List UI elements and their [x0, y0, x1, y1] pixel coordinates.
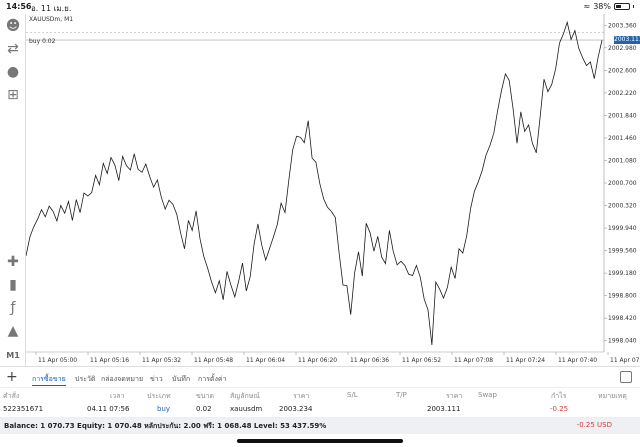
- crosshair-icon[interactable]: ✚: [7, 254, 19, 270]
- current-price-tag: 2003.111: [614, 36, 640, 45]
- col-header-sl: S/L: [347, 391, 358, 399]
- time-tick-label: 11 Apr 07:08: [454, 357, 493, 364]
- time-tick-label: 11 Apr 07:24: [506, 357, 545, 364]
- col-header-type: ประเภท: [147, 392, 171, 400]
- tab-trade[interactable]: การซื้อขาย: [32, 374, 66, 386]
- tab-news[interactable]: ข่าว: [150, 375, 163, 383]
- total-profit: -0.25 USD: [576, 421, 612, 429]
- left-toolbar: ☻ ⇄ ● ⊞ ✚ ▮ ƒ ▲ M1: [0, 14, 26, 366]
- timeframe-button[interactable]: M1: [6, 351, 20, 360]
- price-tick-label: 1999.180: [608, 270, 637, 277]
- price-tick-label: 2002.220: [608, 90, 637, 97]
- time-tick-label: 11 Apr 07:56: [610, 357, 640, 364]
- candlestick-icon[interactable]: ▮: [9, 277, 17, 293]
- row-symbol: xauusdm: [230, 405, 263, 413]
- time-tick-label: 11 Apr 05:16: [90, 357, 129, 364]
- new-order-button[interactable]: +: [6, 369, 18, 385]
- row-open-price: 2003.234: [279, 405, 313, 413]
- chat-icon[interactable]: ●: [6, 64, 20, 80]
- price-tick-label: 2003.360: [608, 22, 637, 29]
- col-header-symbol: สัญลักษณ์: [230, 392, 260, 400]
- price-tick-label: 2001.840: [608, 112, 637, 119]
- time-tick-label: 11 Apr 05:32: [142, 357, 181, 364]
- price-series-line: [26, 20, 603, 345]
- time-tick-label: 11 Apr 06:52: [402, 357, 441, 364]
- row-current-price: 2003.111: [427, 405, 461, 413]
- position-label: buy 0.02: [29, 38, 56, 45]
- col-header-profit: กำไร: [551, 392, 567, 400]
- table-row[interactable]: 522351671 04.11 07:56 buy 0.02 xauusdm 2…: [0, 402, 640, 418]
- status-indicators: ≈ 38%: [584, 2, 634, 11]
- col-header-current-price: ราคา: [446, 392, 463, 400]
- price-tick-label: 1998.420: [608, 315, 637, 322]
- user-icon[interactable]: ☻: [5, 18, 21, 34]
- col-header-size: ขนาด: [196, 392, 215, 400]
- terminal-settings-icon[interactable]: [620, 371, 632, 383]
- col-header-tp: T/P: [396, 391, 407, 399]
- tab-settings[interactable]: การตั้งค่า: [198, 375, 227, 383]
- col-header-price: ราคา: [293, 392, 310, 400]
- chart-symbol-label: XAUUSDm, M1: [29, 16, 74, 23]
- tab-mailbox[interactable]: กล่องจดหมาย: [101, 375, 144, 383]
- balance-bar: Balance: 1 070.73 Equity: 1 070.48 หลักป…: [0, 418, 640, 434]
- chart-svg: 2003.360 2002.980 2002.600 2002.220 2001.840…: [26, 14, 640, 364]
- time-tick-label: 11 Apr 05:48: [194, 357, 233, 364]
- balance-summary: Balance: 1 070.73 Equity: 1 070.48 หลักป…: [4, 422, 327, 430]
- row-profit: -0.25: [550, 405, 569, 413]
- price-tick-label: 2001.080: [608, 157, 637, 164]
- time-tick-label: 11 Apr 06:36: [350, 357, 389, 364]
- positions-table-header: คำสั่ง เวลา ประเภท ขนาด สัญลักษณ์ ราคา S…: [0, 388, 640, 402]
- price-tick-label: 1999.940: [608, 225, 637, 232]
- time-tick-label: 11 Apr 05:00: [38, 357, 77, 364]
- add-chart-icon[interactable]: ⊞: [7, 87, 19, 103]
- wifi-icon: ≈: [583, 2, 591, 11]
- row-size: 0.02: [196, 405, 212, 413]
- price-tick-label: 2002.600: [608, 67, 637, 74]
- col-header-time: เวลา: [110, 392, 125, 400]
- battery-percent: 38%: [593, 2, 611, 11]
- status-date: อ. 11 เม.ย.: [31, 4, 72, 13]
- price-tick-label: 1998.040: [608, 338, 637, 345]
- row-type: buy: [157, 405, 171, 413]
- home-indicator: [237, 439, 403, 443]
- price-tick-label: 2001.460: [608, 135, 637, 142]
- status-bar: 14:56 อ. 11 เม.ย. ≈ 38%: [0, 0, 640, 14]
- tab-journal[interactable]: บันทึก: [172, 375, 191, 383]
- shapes-icon[interactable]: ▲: [7, 323, 19, 339]
- function-icon[interactable]: ƒ: [10, 300, 16, 316]
- time-tick-label: 11 Apr 06:20: [298, 357, 337, 364]
- price-tick-label: 1999.560: [608, 248, 637, 255]
- terminal-tab-bar: + การซื้อขาย ประวัติ กล่องจดหมาย ข่าว บั…: [0, 366, 640, 388]
- price-tick-label: 2000.700: [608, 180, 637, 187]
- time-tick-label: 11 Apr 06:04: [246, 357, 285, 364]
- row-ticket: 522351671: [3, 405, 44, 413]
- price-tick-label: 2002.980: [608, 45, 637, 52]
- battery-icon: [614, 3, 630, 10]
- price-tick-label: 1998.800: [608, 293, 637, 300]
- col-header-ticket: คำสั่ง: [3, 392, 20, 400]
- price-tick-label: 2000.320: [608, 203, 637, 210]
- col-header-comment: หมายเหตุ: [598, 392, 627, 400]
- price-chart[interactable]: 2003.360 2002.980 2002.600 2002.220 2001.840…: [26, 14, 640, 366]
- time-tick-label: 11 Apr 07:40: [558, 357, 597, 364]
- status-time: 14:56: [6, 2, 32, 11]
- row-time: 04.11 07:56: [87, 405, 130, 413]
- switch-icon[interactable]: ⇄: [7, 41, 19, 57]
- col-header-swap: Swap: [478, 391, 497, 399]
- tab-history[interactable]: ประวัติ: [75, 375, 96, 383]
